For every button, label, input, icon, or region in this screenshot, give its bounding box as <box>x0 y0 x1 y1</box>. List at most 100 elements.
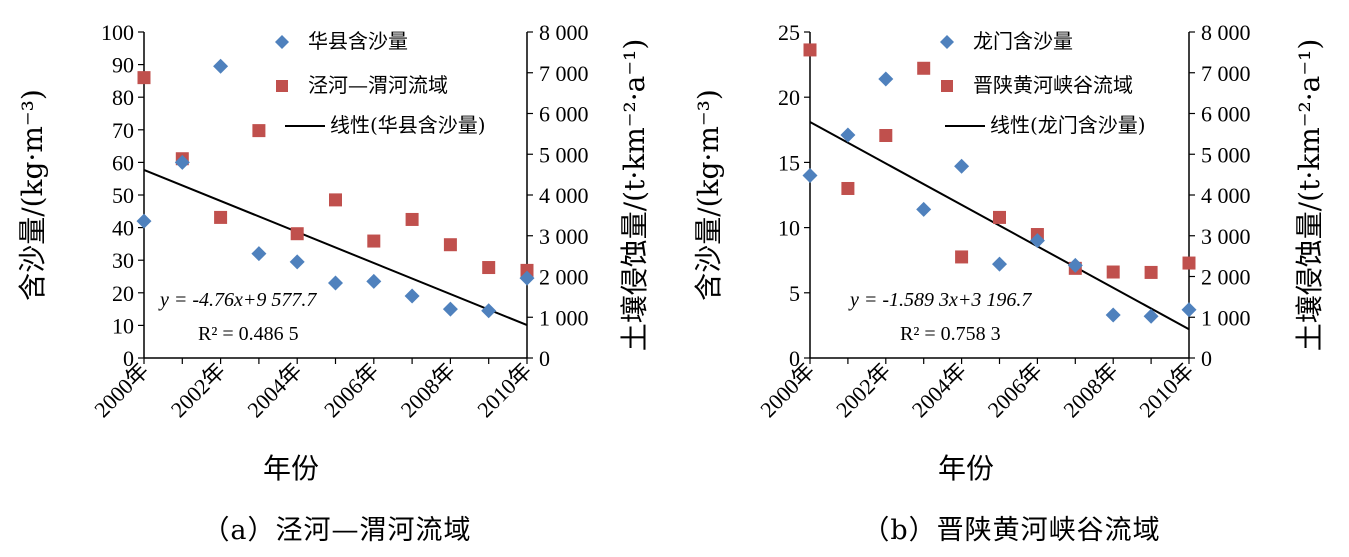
x-tick-label: 2000年 <box>755 358 819 422</box>
erosion-point <box>879 129 893 143</box>
sediment-point <box>136 213 152 229</box>
r-squared-label: R² = 0.486 5 <box>198 323 299 345</box>
sediment-point <box>251 246 267 262</box>
y-tick-label: 30 <box>112 248 134 273</box>
y2-tick-label: 2 000 <box>539 265 589 290</box>
y2-tick-label: 1 000 <box>1201 305 1251 330</box>
x-tick-label: 2008年 <box>1058 358 1122 422</box>
y-tick-label: 25 <box>778 20 800 45</box>
y2-tick-label: 4 000 <box>539 183 589 208</box>
erosion-point <box>405 212 419 226</box>
y-tick-label: 10 <box>112 313 134 338</box>
sediment-point <box>802 167 818 183</box>
sediment-point <box>328 275 343 291</box>
y-axis-title: 含沙量/(kg·m⁻³) <box>16 89 49 301</box>
x-tick-label: 2010年 <box>1134 358 1198 422</box>
sediment-point <box>442 301 458 317</box>
y2-tick-label: 8 000 <box>1201 20 1251 45</box>
y-tick-label: 60 <box>112 150 134 175</box>
sediment-point <box>404 288 420 304</box>
sediment-point <box>174 154 190 170</box>
trend-line <box>143 168 528 327</box>
chart-a-svg: 0 10 20 30 40 50 60 70 80 90 100 0 1 000 2 000 3 000 4 … <box>16 20 651 485</box>
y2-tick-label: 6 000 <box>539 102 589 127</box>
erosion-point <box>137 71 151 85</box>
sediment-point <box>878 71 894 87</box>
y2-tick-label: 2 000 <box>1201 265 1251 290</box>
y2-tick-label: 8 000 <box>539 20 589 45</box>
sediment-point <box>1029 233 1045 249</box>
erosion-point <box>520 263 534 277</box>
x-tick-label: 2006年 <box>319 358 383 422</box>
erosion-point <box>482 261 496 275</box>
caption-b: （b）晋陕黄河峡谷流域 <box>862 515 1161 546</box>
y2-tick-label: 3 000 <box>1201 224 1251 249</box>
erosion-point <box>841 181 855 195</box>
legend-square-icon <box>941 80 953 92</box>
chart-b-svg: 0 5 10 15 20 25 0 1 000 2 000 3 000 4 000 5 000 6 00… <box>692 20 1326 485</box>
x-tick-label: 2006年 <box>983 358 1047 422</box>
y2-tick-label: 0 <box>539 346 550 371</box>
legend-diamond-icon <box>275 35 289 49</box>
y2-tick-label: 5 000 <box>1201 142 1251 167</box>
y-tick-label: 90 <box>112 53 134 78</box>
sediment-point <box>1181 302 1197 318</box>
chart-panel-a: 0 10 20 30 40 50 60 70 80 90 100 0 1 000 2 000 3 000 4 … <box>0 0 674 557</box>
erosion-point <box>367 234 381 248</box>
y-tick-label: 10 <box>778 216 800 241</box>
y2-tick-label: 5 000 <box>539 142 589 167</box>
legend-label-trend: 线性(华县含沙量) <box>330 113 486 137</box>
sediment-point <box>481 303 497 319</box>
trend-line <box>809 121 1190 331</box>
caption-a: （a）泾河—渭河流域 <box>202 515 472 546</box>
legend-label-erosion: 晋陕黄河峡谷流域 <box>973 73 1133 97</box>
y-tick-label: 40 <box>112 216 134 241</box>
erosion-point <box>252 124 266 138</box>
erosion-point <box>1144 265 1158 279</box>
erosion-point <box>443 238 457 252</box>
y2-tick-label: 0 <box>1201 346 1212 371</box>
y-tick-label: 20 <box>112 281 134 306</box>
regression-equation: y = -4.76x+9 577.7 <box>158 289 317 311</box>
y2-axis-title: 土壤侵蚀量/(t·km⁻²·a⁻¹) <box>1293 39 1326 352</box>
x-axis-title: 年份 <box>938 452 994 485</box>
chart-panel-b: 0 5 10 15 20 25 0 1 000 2 000 3 000 4 000 5 000 6 00… <box>674 0 1349 557</box>
y-tick-label: 0 <box>123 346 134 371</box>
r-squared-label: R² = 0.758 3 <box>900 323 1001 345</box>
y2-tick-label: 1 000 <box>539 305 589 330</box>
sediment-point <box>289 254 305 270</box>
y2-tick-label: 4 000 <box>1201 183 1251 208</box>
y-tick-label: 0 <box>789 346 800 371</box>
sediment-point <box>519 270 535 286</box>
x-axis-title: 年份 <box>263 452 319 485</box>
legend-square-icon <box>276 80 288 92</box>
erosion-point <box>993 210 1006 224</box>
x-tick-label: 2000年 <box>89 358 153 422</box>
y-tick-label: 5 <box>789 281 800 306</box>
y2-tick-label: 7 000 <box>1201 61 1251 86</box>
x-tick-label: 2004年 <box>242 358 306 422</box>
y-tick-label: 15 <box>778 150 800 175</box>
x-tick-label: 2002年 <box>831 358 895 422</box>
y-tick-label: 70 <box>112 118 134 143</box>
y2-axis-title: 土壤侵蚀量/(t·km⁻²·a⁻¹) <box>618 39 651 352</box>
sediment-point <box>1105 307 1121 323</box>
erosion-point <box>803 43 817 57</box>
legend-label-erosion: 泾河—渭河流域 <box>308 73 448 97</box>
regression-equation: y = -1.589 3x+3 196.7 <box>848 289 1032 311</box>
legend-label-trend: 线性(龙门含沙量) <box>990 113 1146 137</box>
erosion-point <box>290 227 304 241</box>
y-tick-label: 100 <box>101 20 134 45</box>
y-axis-title: 含沙量/(kg·m⁻³) <box>692 89 725 301</box>
x-tick-label: 2010年 <box>472 358 536 422</box>
legend-label-sediment: 华县含沙量 <box>308 29 408 53</box>
legend-label-sediment: 龙门含沙量 <box>973 29 1073 53</box>
y-tick-label: 80 <box>112 85 134 110</box>
y-tick-label: 50 <box>112 183 134 208</box>
sediment-point <box>1143 308 1159 324</box>
sediment-point <box>992 256 1007 272</box>
erosion-point <box>1106 265 1120 279</box>
sediment-point <box>1067 257 1083 273</box>
sediment-point <box>213 58 229 74</box>
erosion-point <box>329 193 342 207</box>
